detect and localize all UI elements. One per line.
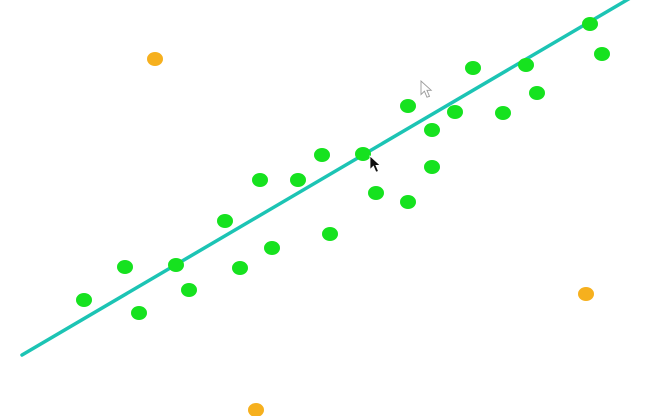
inlier-point-18 xyxy=(424,160,440,174)
regression-line xyxy=(20,0,631,357)
inlier-point-17 xyxy=(424,123,440,137)
arrow-cursor-icon-2 xyxy=(420,79,433,98)
inlier-point-23 xyxy=(529,86,545,100)
inlier-point-21 xyxy=(495,106,511,120)
inlier-point-13 xyxy=(355,147,371,161)
data-points xyxy=(76,17,610,416)
inlier-point-20 xyxy=(465,61,481,75)
cursor-layer xyxy=(369,79,433,173)
inlier-point-10 xyxy=(290,173,306,187)
inlier-point-2 xyxy=(117,260,133,274)
inlier-point-4 xyxy=(168,258,184,272)
inlier-point-3 xyxy=(131,306,147,320)
inlier-point-1 xyxy=(76,293,92,307)
inlier-point-14 xyxy=(368,186,384,200)
inlier-point-11 xyxy=(314,148,330,162)
inlier-point-25 xyxy=(594,47,610,61)
inlier-point-15 xyxy=(400,99,416,113)
inlier-point-24 xyxy=(582,17,598,31)
inlier-point-19 xyxy=(447,105,463,119)
outlier-point-3 xyxy=(248,403,264,416)
inlier-point-22 xyxy=(518,58,534,72)
outlier-point-1 xyxy=(147,52,163,66)
inlier-point-7 xyxy=(232,261,248,275)
arrow-cursor-icon-1 xyxy=(369,155,382,173)
inlier-point-9 xyxy=(264,241,280,255)
outlier-point-2 xyxy=(578,287,594,301)
inlier-point-5 xyxy=(181,283,197,297)
inlier-point-6 xyxy=(217,214,233,228)
inlier-point-8 xyxy=(252,173,268,187)
inlier-point-12 xyxy=(322,227,338,241)
inlier-point-16 xyxy=(400,195,416,209)
